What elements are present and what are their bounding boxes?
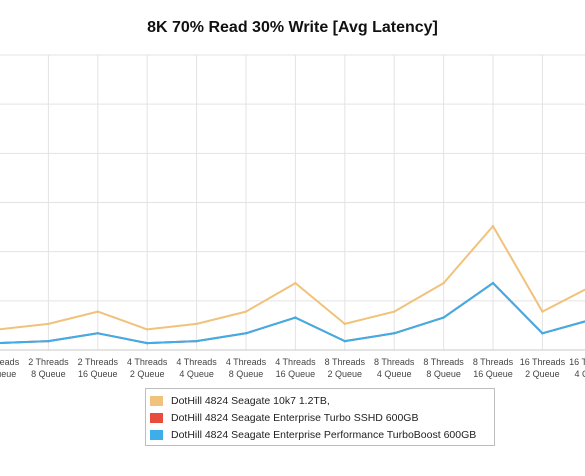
x-tick-label-threads: 2 Threads	[78, 357, 119, 367]
x-tick-label-threads: 8 Threads	[473, 357, 514, 367]
x-tick-label-threads: 8 Threads	[423, 357, 464, 367]
x-tick-label-queue: 8 Queue	[426, 369, 461, 379]
legend-label: DotHill 4824 Seagate Enterprise Turbo SS…	[171, 411, 419, 424]
x-tick-label-threads: 8 Threads	[325, 357, 366, 367]
x-tick-label-threads: 8 Threads	[374, 357, 415, 367]
legend-swatch	[150, 412, 163, 423]
legend-label: DotHill 4824 Seagate Enterprise Performa…	[171, 428, 477, 441]
x-tick-label-queue: 8 Queue	[229, 369, 264, 379]
x-tick-label-queue: 4 Queue	[575, 369, 585, 379]
data-point-series-1	[146, 328, 149, 331]
data-point-series-3	[96, 332, 100, 335]
series-line-1	[0, 225, 585, 331]
legend-swatch	[150, 429, 163, 440]
x-tick-label-queue: 2 Queue	[525, 369, 560, 379]
data-point-series-1	[96, 310, 100, 313]
data-point-series-1	[541, 310, 544, 313]
legend-label: DotHill 4824 Seagate 10k7 1.2TB,	[171, 394, 330, 407]
data-point-series-3	[393, 332, 396, 335]
x-tick-label-queue: 4 Queue	[377, 369, 412, 379]
x-tick-label-threads: 16 Threads	[520, 357, 566, 367]
chart-legend: DotHill 4824 Seagate 10k7 1.2TB, DotHill …	[145, 388, 495, 446]
x-tick-label-queue: 4 Queue	[179, 369, 214, 379]
x-tick-label-queue: 2 Queue	[0, 369, 16, 379]
data-point-series-3	[343, 339, 346, 343]
data-point-series-1	[393, 310, 396, 313]
legend-item-1: DotHill 4824 Seagate 10k7 1.2TB,	[150, 392, 490, 409]
x-tick-label-queue: 16 Queue	[276, 369, 316, 379]
data-point-series-1	[343, 322, 346, 326]
x-tick-label-threads: 1 Threads	[0, 357, 20, 367]
data-point-series-1	[442, 281, 445, 285]
data-point-series-1	[195, 322, 198, 326]
legend-item-2: DotHill 4824 Seagate Enterprise Turbo SS…	[150, 409, 490, 426]
data-point-series-3	[146, 341, 149, 345]
data-point-series-1	[47, 322, 50, 326]
data-point-series-3	[244, 332, 248, 335]
data-point-series-3	[541, 332, 544, 335]
x-tick-label-queue: 16 Queue	[473, 369, 513, 379]
x-tick-label-queue: 16 Queue	[78, 369, 118, 379]
x-tick-label-threads: 4 Threads	[275, 357, 316, 367]
chart-title: 8K 70% Read 30% Write [Avg Latency]	[147, 19, 438, 36]
x-tick-label-threads: 4 Threads	[127, 357, 168, 367]
data-point-series-1	[491, 224, 495, 228]
x-tick-label-threads: 2 Threads	[28, 357, 69, 367]
x-tick-label-threads: 4 Threads	[226, 357, 267, 367]
data-point-series-1	[244, 310, 248, 313]
x-tick-label-queue: 2 Queue	[130, 369, 165, 379]
legend-swatch	[150, 395, 163, 406]
x-tick-label-queue: 8 Queue	[31, 369, 66, 379]
data-point-series-3	[442, 316, 445, 319]
data-point-series-3	[491, 281, 495, 285]
x-tick-label-threads: 4 Threads	[176, 357, 217, 367]
data-point-series-3	[294, 316, 297, 319]
data-point-series-3	[195, 339, 198, 343]
x-tick-label-queue: 2 Queue	[328, 369, 363, 379]
data-point-series-3	[47, 339, 50, 343]
x-tick-label-threads: 16 Threads	[569, 357, 585, 367]
legend-item-3: DotHill 4824 Seagate Enterprise Performa…	[150, 426, 490, 443]
data-point-series-1	[294, 281, 297, 285]
